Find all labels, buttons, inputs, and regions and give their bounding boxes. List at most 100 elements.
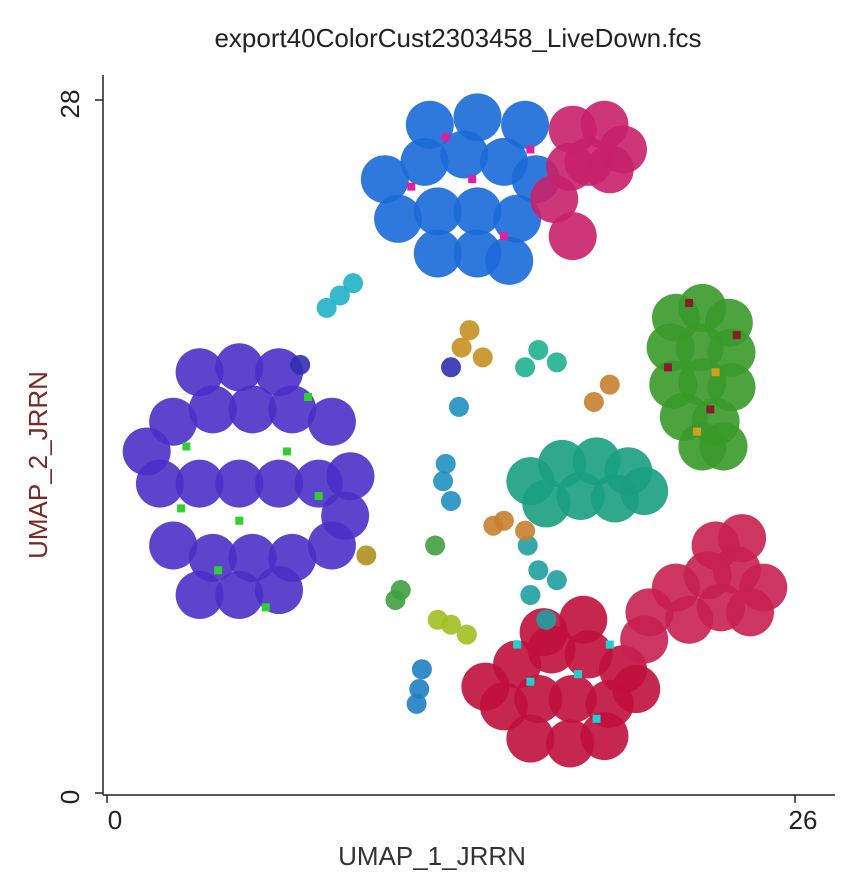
- point: [548, 674, 597, 723]
- point: [711, 368, 720, 377]
- point: [718, 514, 767, 563]
- point: [583, 391, 604, 412]
- point: [405, 100, 454, 149]
- point: [699, 422, 748, 471]
- point: [459, 320, 480, 341]
- point: [456, 624, 477, 645]
- point: [726, 588, 775, 637]
- point: [228, 385, 277, 434]
- point: [177, 504, 186, 513]
- point: [175, 571, 224, 619]
- point: [514, 674, 563, 723]
- point: [425, 535, 446, 556]
- point: [515, 357, 536, 378]
- point: [374, 194, 423, 243]
- point: [493, 194, 542, 243]
- x-tick-label: 0: [108, 805, 122, 835]
- point: [620, 467, 669, 516]
- point: [406, 693, 427, 714]
- point: [499, 232, 508, 241]
- point: [290, 354, 311, 375]
- point: [413, 229, 462, 278]
- point: [441, 357, 461, 378]
- point: [407, 182, 416, 191]
- point: [215, 343, 264, 392]
- point: [448, 396, 469, 417]
- point: [485, 236, 534, 285]
- point: [411, 659, 432, 680]
- point: [612, 665, 661, 714]
- point: [435, 453, 456, 474]
- x-axis-label: UMAP_1_JRRN: [338, 841, 526, 871]
- point: [706, 405, 715, 414]
- point: [528, 339, 549, 360]
- point: [513, 640, 522, 649]
- point: [501, 100, 550, 149]
- point: [314, 492, 323, 500]
- point: [228, 533, 277, 582]
- y-axis-label: UMAP_2_JRRN: [23, 371, 53, 559]
- point: [506, 714, 555, 763]
- point: [693, 427, 702, 436]
- point: [620, 615, 669, 664]
- point: [528, 560, 549, 581]
- point: [326, 452, 375, 501]
- point: [483, 515, 504, 536]
- point: [427, 609, 448, 630]
- point: [304, 393, 313, 401]
- point: [546, 570, 567, 591]
- point: [515, 520, 536, 541]
- point: [472, 347, 493, 368]
- point: [261, 603, 270, 612]
- point: [707, 328, 756, 377]
- point: [580, 712, 629, 761]
- point: [175, 348, 224, 397]
- point: [585, 145, 634, 194]
- point: [122, 427, 171, 476]
- x-tick-label: 26: [789, 805, 818, 835]
- point: [255, 566, 303, 615]
- point: [149, 521, 198, 570]
- point: [530, 175, 579, 223]
- point: [255, 459, 303, 508]
- point: [685, 298, 694, 307]
- point: [409, 679, 430, 700]
- point: [520, 585, 541, 605]
- point: [548, 212, 597, 261]
- point: [453, 93, 502, 142]
- y-tick-label: 28: [55, 90, 85, 119]
- point: [440, 130, 489, 179]
- plot-area: [122, 93, 788, 768]
- point: [360, 155, 409, 204]
- point: [385, 589, 406, 610]
- y-tick-label: 0: [55, 790, 85, 804]
- point: [517, 535, 538, 556]
- point: [441, 133, 450, 142]
- chart-title: export40ColorCust2303458_LiveDown.fcs: [214, 23, 701, 53]
- point: [235, 516, 244, 525]
- point: [182, 442, 191, 451]
- point: [175, 459, 224, 508]
- point: [321, 491, 370, 540]
- point: [356, 545, 377, 566]
- point: [453, 187, 502, 236]
- point: [451, 337, 472, 358]
- point: [316, 297, 337, 318]
- point: [556, 472, 605, 520]
- point: [599, 374, 620, 395]
- point: [329, 285, 350, 306]
- point: [307, 397, 356, 446]
- point: [343, 273, 364, 294]
- point: [188, 385, 237, 434]
- point: [526, 677, 535, 686]
- point: [400, 137, 449, 186]
- point: [433, 471, 454, 492]
- point: [526, 145, 535, 154]
- point: [592, 714, 601, 723]
- point: [214, 566, 223, 575]
- point: [546, 352, 567, 373]
- point: [188, 533, 237, 582]
- point: [663, 363, 672, 372]
- point: [732, 331, 741, 340]
